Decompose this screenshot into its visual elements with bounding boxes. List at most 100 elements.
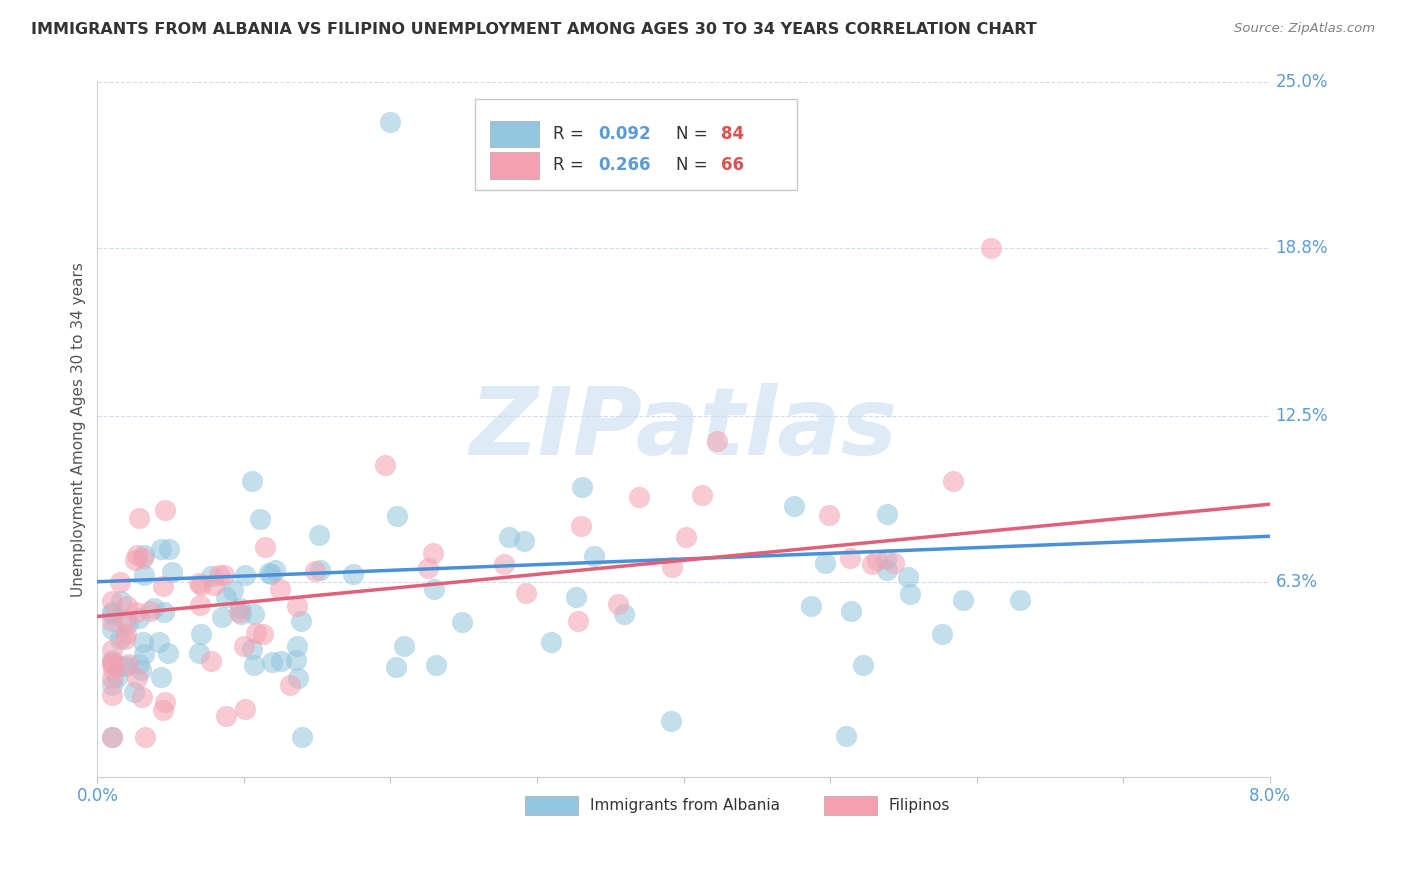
Point — [260, 566, 283, 581]
Text: Source: ZipAtlas.com: Source: ZipAtlas.com — [1234, 22, 1375, 36]
Point — [898, 587, 921, 601]
Point — [583, 549, 606, 563]
Point — [308, 528, 330, 542]
Point — [1008, 593, 1031, 607]
Point — [134, 730, 156, 744]
Point — [157, 541, 180, 556]
Point — [125, 671, 148, 685]
Point — [211, 610, 233, 624]
Point — [214, 590, 236, 604]
Point — [162, 565, 184, 579]
FancyBboxPatch shape — [824, 796, 877, 815]
Point — [152, 703, 174, 717]
Point — [243, 657, 266, 672]
Point — [814, 556, 837, 570]
Point — [567, 614, 589, 628]
Point — [782, 500, 804, 514]
Point — [233, 639, 256, 653]
Point — [852, 658, 875, 673]
Point — [285, 599, 308, 614]
Point — [565, 590, 588, 604]
Point — [157, 646, 180, 660]
Point — [152, 579, 174, 593]
Point — [128, 657, 150, 672]
Point — [128, 610, 150, 624]
Y-axis label: Unemployment Among Ages 30 to 34 years: Unemployment Among Ages 30 to 34 years — [72, 262, 86, 597]
Point — [125, 605, 148, 619]
Point — [131, 635, 153, 649]
Point — [228, 605, 250, 619]
Point — [304, 564, 326, 578]
Point — [291, 730, 314, 744]
Point — [309, 563, 332, 577]
Point — [101, 607, 124, 621]
Point — [392, 639, 415, 653]
Point — [260, 656, 283, 670]
Text: 6.3%: 6.3% — [1275, 573, 1317, 591]
Text: Filipinos: Filipinos — [889, 798, 950, 814]
Point — [190, 578, 212, 592]
Point — [385, 508, 408, 523]
Point — [132, 548, 155, 562]
Point — [132, 647, 155, 661]
Text: 66: 66 — [721, 156, 744, 174]
Point — [233, 568, 256, 582]
Point — [215, 709, 238, 723]
Point — [451, 615, 474, 629]
Point — [270, 654, 292, 668]
FancyBboxPatch shape — [475, 99, 797, 190]
Point — [208, 567, 231, 582]
Point — [212, 568, 235, 582]
Point — [115, 599, 138, 614]
Point — [200, 569, 222, 583]
Text: 0.266: 0.266 — [598, 156, 651, 174]
Point — [190, 627, 212, 641]
Point — [129, 663, 152, 677]
Point — [866, 553, 889, 567]
Point — [287, 671, 309, 685]
Point — [952, 592, 974, 607]
Text: N =: N = — [676, 156, 713, 174]
Point — [117, 657, 139, 672]
Text: 12.5%: 12.5% — [1275, 407, 1329, 425]
Point — [143, 601, 166, 615]
Text: IMMIGRANTS FROM ALBANIA VS FILIPINO UNEMPLOYMENT AMONG AGES 30 TO 34 YEARS CORRE: IMMIGRANTS FROM ALBANIA VS FILIPINO UNEM… — [31, 22, 1036, 37]
Point — [249, 512, 271, 526]
Point — [187, 575, 209, 590]
Text: R =: R = — [554, 156, 589, 174]
Point — [114, 658, 136, 673]
Point — [101, 664, 124, 678]
Point — [875, 552, 897, 566]
FancyBboxPatch shape — [491, 153, 540, 178]
Point — [423, 582, 446, 597]
Point — [132, 550, 155, 565]
Point — [515, 585, 537, 599]
Point — [613, 607, 636, 622]
Point — [101, 678, 124, 692]
Point — [114, 626, 136, 640]
Point — [101, 730, 124, 744]
Point — [114, 613, 136, 627]
Point — [285, 639, 308, 653]
Point — [240, 641, 263, 656]
Point — [124, 553, 146, 567]
Point — [342, 566, 364, 581]
Point — [150, 670, 173, 684]
Point — [139, 604, 162, 618]
Point — [896, 570, 918, 584]
Point — [101, 605, 124, 619]
Point — [153, 695, 176, 709]
Point — [101, 643, 124, 657]
Point — [188, 646, 211, 660]
Point — [540, 634, 562, 648]
Point — [839, 604, 862, 618]
Point — [101, 653, 124, 667]
Point — [942, 474, 965, 488]
Point — [188, 598, 211, 612]
Point — [494, 557, 516, 571]
Point — [110, 593, 132, 607]
Text: 18.8%: 18.8% — [1275, 239, 1329, 257]
Point — [253, 540, 276, 554]
Point — [101, 730, 124, 744]
Point — [607, 597, 630, 611]
